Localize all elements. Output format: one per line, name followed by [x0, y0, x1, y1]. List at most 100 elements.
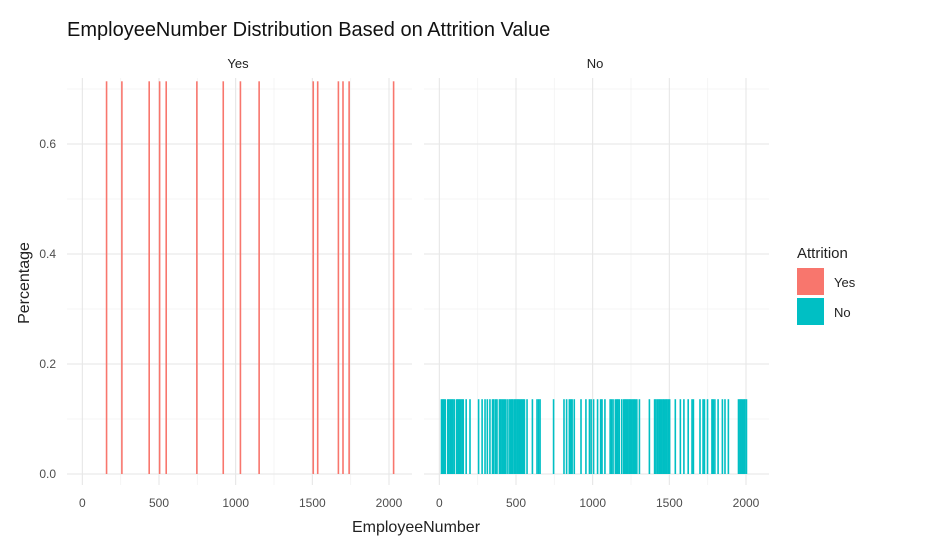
x-tick-label: 0 [436, 496, 443, 510]
bar [744, 399, 746, 474]
legend: Attrition Yes No [797, 245, 856, 325]
bar [458, 399, 461, 474]
bar [614, 399, 617, 474]
x-tick-label: 2000 [733, 496, 760, 510]
bar [741, 399, 744, 474]
bar [565, 399, 568, 474]
bar [498, 399, 501, 474]
bar [448, 399, 450, 474]
bar [440, 399, 443, 474]
bar [571, 399, 573, 474]
bar [526, 399, 528, 474]
bar [714, 399, 716, 474]
bar [739, 399, 741, 474]
bar [510, 399, 513, 474]
bar [604, 399, 606, 474]
bar [679, 399, 682, 474]
bar [486, 399, 489, 474]
bar [648, 399, 651, 474]
bar [634, 399, 637, 474]
bar [740, 399, 742, 474]
bar [121, 81, 123, 475]
bar [563, 399, 565, 474]
bar [518, 399, 521, 474]
bar [615, 399, 618, 474]
bar [580, 399, 582, 474]
bar [492, 399, 495, 474]
bar [573, 399, 576, 474]
bar [568, 399, 571, 474]
bar [612, 399, 614, 474]
bar [239, 81, 242, 475]
bar [711, 399, 713, 474]
bar [449, 399, 452, 474]
bar [660, 399, 663, 474]
bar [494, 399, 497, 474]
bar [491, 399, 494, 474]
bar [504, 399, 507, 474]
bar [662, 399, 664, 474]
bar [316, 81, 319, 475]
bar [484, 399, 486, 474]
bar [617, 399, 619, 474]
bar [506, 399, 508, 474]
bar [158, 81, 161, 475]
bar [666, 399, 668, 474]
bar [337, 81, 340, 475]
bar [552, 399, 555, 474]
panel-no-x-ticks: 0 500 1000 1500 2000 [436, 496, 760, 510]
bar [148, 81, 150, 475]
bar [477, 399, 480, 474]
bar [392, 81, 395, 475]
bar [745, 399, 748, 474]
panel-no-bars [440, 399, 748, 474]
bar [441, 399, 444, 474]
legend-swatch-no [797, 298, 824, 325]
y-tick-label: 0.4 [39, 247, 56, 261]
bar [513, 399, 516, 474]
bar [630, 399, 633, 474]
y-tick-label: 0.0 [39, 467, 56, 481]
bar [489, 399, 491, 474]
bar [462, 399, 465, 474]
bar [712, 399, 714, 474]
bar [721, 399, 724, 474]
bar [668, 399, 671, 474]
bar [674, 399, 677, 474]
x-tick-label: 1000 [579, 496, 606, 510]
bar [622, 399, 625, 474]
panel-no: No 0 500 1000 1500 2000 [424, 56, 769, 510]
bar [469, 399, 471, 474]
bar [450, 399, 453, 474]
bar [536, 399, 538, 474]
bar [499, 399, 502, 474]
legend-title: Attrition [797, 245, 848, 262]
bar [531, 399, 534, 474]
bar [742, 399, 745, 474]
bar [601, 399, 603, 474]
bar [702, 399, 704, 474]
bar [638, 399, 641, 474]
bar [523, 399, 526, 474]
x-tick-label: 2000 [376, 496, 403, 510]
bar [724, 399, 726, 474]
bar [703, 399, 706, 474]
x-tick-label: 1500 [656, 496, 683, 510]
bar [453, 399, 456, 474]
legend-label-no: No [834, 305, 851, 320]
panel-yes-bars [105, 81, 395, 475]
y-axis-ticks: 0.0 0.2 0.4 0.6 [39, 137, 56, 481]
bar [737, 399, 740, 474]
bar [683, 399, 685, 474]
x-tick-label: 0 [79, 496, 86, 510]
bar [539, 399, 541, 474]
bar [628, 399, 630, 474]
bar [636, 399, 638, 474]
bar [312, 81, 315, 475]
bar [618, 399, 621, 474]
legend-swatch-yes [797, 268, 824, 295]
bar [655, 399, 657, 474]
bar [625, 399, 628, 474]
bar [599, 399, 602, 474]
